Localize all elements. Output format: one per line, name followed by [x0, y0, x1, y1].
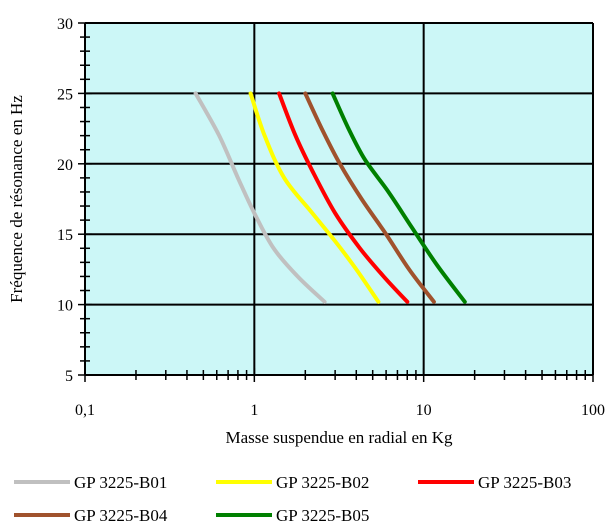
x-axis-title: Masse suspendue en radial en Kg	[225, 428, 453, 447]
x-tick-label: 100	[581, 402, 605, 419]
x-tick-label: 0,1	[75, 402, 95, 419]
plot-background	[85, 23, 593, 375]
legend-label-3: GP 3225-B03	[478, 473, 571, 492]
y-tick-label: 5	[65, 368, 73, 385]
legend: GP 3225-B01 GP 3225-B02 GP 3225-B03 GP 3225…	[14, 473, 571, 525]
legend-label-1: GP 3225-B01	[74, 473, 167, 492]
y-tick-label: 25	[57, 86, 73, 103]
legend-label-5: GP 3225-B05	[276, 506, 369, 525]
y-tick-label: 15	[57, 227, 73, 244]
y-tick-label: 10	[57, 298, 73, 315]
x-tick-label: 1	[250, 402, 258, 419]
y-tick-label: 20	[57, 157, 73, 174]
x-tick-label: 10	[416, 402, 432, 419]
y-tick-label: 30	[57, 16, 73, 33]
legend-label-4: GP 3225-B04	[74, 506, 168, 525]
legend-label-2: GP 3225-B02	[276, 473, 369, 492]
y-axis-title: Fréquence de résonance en Hz	[7, 95, 26, 303]
